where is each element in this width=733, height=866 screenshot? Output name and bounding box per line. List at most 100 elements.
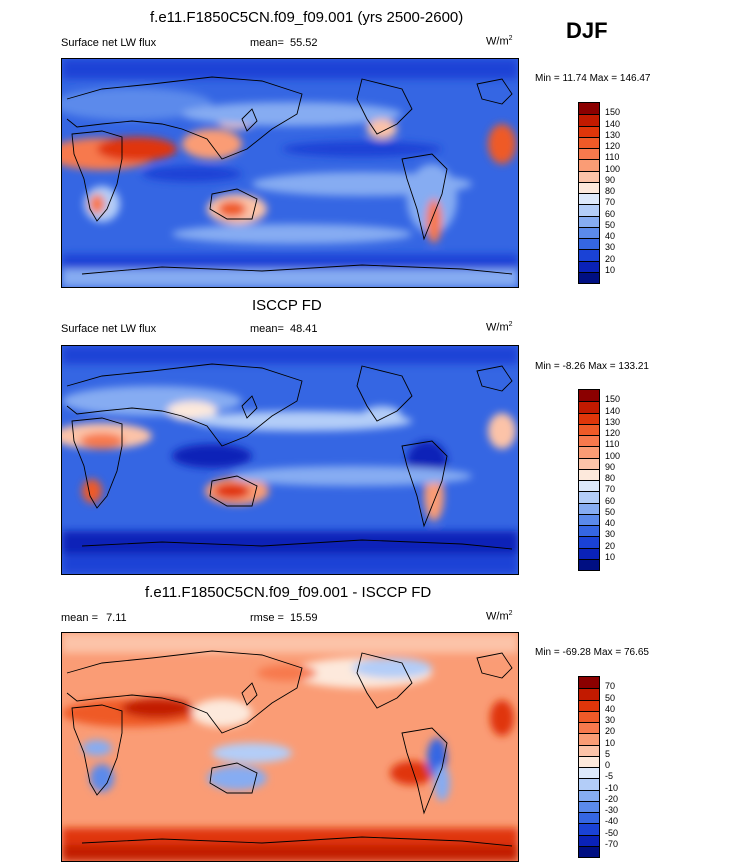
colorbar-tick-label: 110: [605, 152, 620, 163]
panel2-variable: Surface net LW flux: [61, 323, 157, 335]
colorbar-tick-label: 110: [605, 439, 620, 450]
colorbar-swatch: [579, 547, 599, 559]
colorbar-tick-label: 100: [605, 450, 621, 461]
colorbar-tick-label: 70: [605, 484, 616, 495]
panel3-mean-value: 7.11: [106, 612, 127, 624]
panel3-mean: mean = 7.11: [61, 612, 127, 624]
panel1-units-exp: 2: [508, 35, 513, 42]
panel2-max-label: Max =: [588, 361, 616, 372]
colorbar-tick-label: 80: [605, 186, 616, 196]
colorbar-swatch: [579, 423, 599, 435]
colorbar-tick-label: -70: [605, 838, 619, 849]
panel3-rmse-value: 15.59: [290, 612, 318, 624]
colorbar-swatch: [579, 491, 599, 503]
colorbar-swatch: [579, 260, 599, 272]
panel1-units: W/m2: [486, 35, 513, 48]
panel2-map: [61, 345, 519, 575]
colorbar-tick-label: 50: [605, 219, 616, 230]
colorbar-tick-label: 40: [605, 231, 616, 241]
colorbar-swatch: [579, 800, 599, 812]
panel1-min-label: Min =: [535, 73, 560, 84]
panel1-minmax: Min = 11.74 Max = 146.47: [535, 73, 650, 84]
colorbar-swatch: [579, 525, 599, 537]
colorbar-swatch: [579, 238, 599, 250]
colorbar-swatch: [579, 710, 599, 722]
colorbar-tick-label: 30: [605, 242, 616, 253]
panel2-min-value: -8.26: [562, 361, 586, 372]
colorbar-swatch: [579, 204, 599, 216]
colorbar-swatch: [579, 688, 599, 700]
colorbar-tick-label: 60: [605, 495, 616, 506]
colorbar-swatch: [579, 412, 599, 424]
panel3-map-svg: [62, 633, 518, 861]
panel3-minmax: Min = -69.28 Max = 76.65: [535, 647, 649, 658]
colorbar-swatch: [579, 502, 599, 514]
colorbar-tick-label: 120: [605, 141, 621, 151]
colorbar-tick-label: 20: [605, 540, 616, 551]
colorbar-tick-label: 70: [605, 197, 616, 208]
colorbar-tick-label: -10: [605, 782, 619, 793]
panel2-units-exp: 2: [508, 321, 513, 328]
colorbar-swatch: [579, 699, 599, 711]
colorbar-tick-label: 5: [605, 748, 611, 759]
colorbar-tick-label: 30: [605, 715, 616, 725]
panel3-mean-label: mean =: [61, 612, 98, 624]
panel3-min-label: Min =: [535, 647, 560, 658]
panel2-colorbar: [578, 389, 600, 571]
colorbar-tick-label: 60: [605, 208, 616, 219]
colorbar-swatch: [579, 558, 599, 570]
colorbar-swatch: [579, 468, 599, 480]
panel2-map-svg: [62, 346, 518, 574]
colorbar-tick-label: 30: [605, 529, 616, 540]
colorbar-tick-label: 40: [605, 703, 616, 714]
colorbar-tick-label: -30: [605, 805, 619, 815]
panel1-max-value: 146.47: [619, 73, 651, 84]
colorbar-tick-label: 140: [605, 118, 621, 129]
colorbar-swatch: [579, 480, 599, 492]
colorbar-tick-label: 130: [605, 129, 621, 140]
panel1-variable: Surface net LW flux: [61, 37, 157, 49]
panel1-map-svg: [62, 59, 518, 287]
colorbar-swatch: [579, 114, 599, 126]
colorbar-tick-label: 150: [605, 394, 621, 405]
colorbar-tick-label: -5: [605, 771, 614, 782]
panel1-colorbar: [578, 102, 600, 284]
colorbar-tick-label: 70: [605, 681, 616, 692]
colorbar-tick-label: 150: [605, 107, 621, 118]
colorbar-swatch: [579, 845, 599, 857]
panel3-min-value: -69.28: [562, 647, 591, 658]
colorbar-tick-label: 140: [605, 405, 621, 416]
colorbar-swatch: [579, 271, 599, 283]
colorbar-tick-label: 80: [605, 473, 616, 483]
colorbar-tick-label: 120: [605, 428, 621, 438]
panel3-rmse: rmse = 15.59: [250, 612, 318, 624]
panel2-mean-label: mean=: [250, 323, 284, 335]
panel3-colorbar: [578, 676, 600, 858]
colorbar-swatch: [579, 390, 599, 402]
panel2-max-value: 133.21: [618, 361, 649, 372]
colorbar-tick-label: 50: [605, 506, 616, 517]
colorbar-swatch: [579, 435, 599, 447]
panel2-units-base: W/m: [486, 321, 509, 334]
colorbar-swatch: [579, 215, 599, 227]
season-label: DJF: [566, 18, 608, 43]
colorbar-swatch: [579, 249, 599, 261]
colorbar-tick-label: 20: [605, 253, 616, 264]
colorbar-tick-label: 10: [605, 264, 616, 275]
colorbar-swatch: [579, 226, 599, 238]
colorbar-swatch: [579, 193, 599, 205]
colorbar-swatch: [579, 136, 599, 148]
colorbar-swatch: [579, 536, 599, 548]
panel1-max-label: Max =: [589, 73, 618, 84]
panel1-min-value: 11.74: [562, 73, 587, 84]
panel2-mean: mean= 48.41: [250, 323, 318, 335]
panel1-units-base: W/m: [486, 35, 509, 48]
colorbar-swatch: [579, 744, 599, 756]
colorbar-tick-label: -40: [605, 816, 619, 827]
colorbar-swatch: [579, 401, 599, 413]
colorbar-tick-label: -50: [605, 827, 619, 838]
panel3-units-base: W/m: [486, 610, 509, 623]
colorbar-tick-label: 100: [605, 163, 621, 174]
colorbar-tick-label: 90: [605, 461, 616, 472]
panel2-min-label: Min =: [535, 361, 560, 372]
